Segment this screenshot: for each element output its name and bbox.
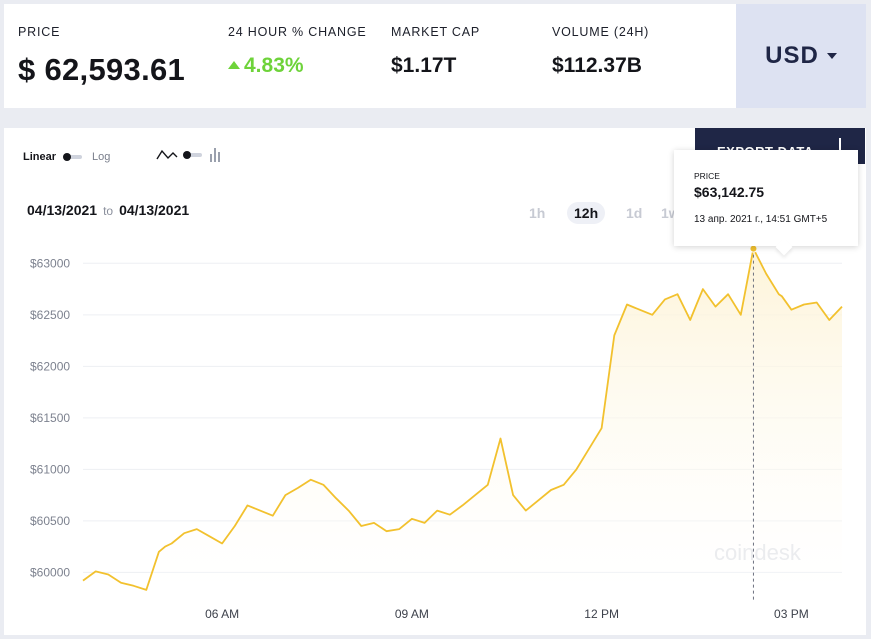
tooltip-label: PRICE bbox=[694, 171, 720, 181]
chart-type-switch-knob bbox=[183, 151, 191, 159]
change-value-wrap: 4.83% bbox=[228, 54, 304, 78]
marketcap-value: $1.17T bbox=[391, 54, 457, 77]
scale-switch[interactable] bbox=[63, 153, 83, 161]
currency-select[interactable]: USD bbox=[736, 4, 866, 108]
y-tick-label: $62500 bbox=[30, 308, 70, 322]
chevron-down-icon bbox=[826, 53, 837, 59]
date-to: 04/13/2021 bbox=[119, 202, 190, 218]
x-tick-label: 03 PM bbox=[774, 607, 809, 621]
chart-type-toggle bbox=[156, 148, 220, 162]
price-number: 62,593.61 bbox=[44, 52, 186, 87]
chart-panel: EXPORT DATA Linear Log 04/13/2021to04/13… bbox=[4, 128, 866, 635]
download-icon bbox=[839, 138, 851, 156]
price-series-line[interactable] bbox=[82, 247, 843, 591]
price-tooltip: PRICE $63,142.75 13 апр. 2021 г., 14:51 … bbox=[674, 150, 858, 246]
scale-toggle: Linear Log bbox=[23, 151, 110, 163]
y-tick-label: $62000 bbox=[30, 359, 70, 373]
candlestick-icon[interactable] bbox=[210, 148, 220, 162]
y-tick-label: $61500 bbox=[30, 411, 70, 425]
change-value: 4.83% bbox=[244, 54, 304, 77]
tooltip-time: 13 апр. 2021 г., 14:51 GMT+5 bbox=[694, 214, 828, 225]
marketcap-label: MARKET CAP bbox=[391, 25, 481, 39]
x-tick-label: 06 AM bbox=[205, 607, 239, 621]
timeframe-1h[interactable]: 1h bbox=[529, 205, 546, 221]
y-tick-label: $63000 bbox=[30, 256, 70, 270]
price-symbol: $ bbox=[18, 52, 36, 87]
date-from: 04/13/2021 bbox=[27, 202, 98, 218]
currency-label: USD bbox=[765, 42, 819, 69]
scale-switch-knob bbox=[63, 153, 72, 161]
y-tick-label: $60500 bbox=[30, 514, 70, 528]
price-value: $ 62,593.61 bbox=[18, 52, 185, 88]
y-tick-label: $61000 bbox=[30, 462, 70, 476]
x-tick-label: 09 AM bbox=[395, 607, 429, 621]
line-chart-icon[interactable] bbox=[156, 148, 178, 162]
timeframe-1d[interactable]: 1d bbox=[626, 205, 643, 221]
scale-log-label[interactable]: Log bbox=[92, 151, 111, 163]
volume-value: $112.37B bbox=[552, 54, 642, 77]
date-range[interactable]: 04/13/2021 to 04/13/2021 bbox=[27, 202, 189, 218]
y-tick-label: $60000 bbox=[30, 565, 70, 579]
timeframe-12h[interactable]: 12h bbox=[567, 202, 606, 224]
hover-point[interactable] bbox=[749, 244, 758, 253]
volume-label: VOLUME (24H) bbox=[552, 25, 650, 39]
price-area-fill bbox=[83, 248, 842, 593]
change-label: 24 HOUR % CHANGE bbox=[228, 25, 367, 39]
price-chart[interactable]: $60000 $60500 $61000 $61500 $62000 $62500 $630… bbox=[4, 128, 866, 635]
up-arrow-icon bbox=[228, 61, 240, 69]
tooltip-price: $63,142.75 bbox=[694, 184, 765, 200]
x-tick-label: 12 PM bbox=[584, 607, 619, 621]
price-label: PRICE bbox=[18, 25, 61, 39]
stats-bar: PRICE $ 62,593.61 24 HOUR % CHANGE 4.83%… bbox=[4, 4, 866, 108]
scale-linear-label[interactable]: Linear bbox=[23, 151, 57, 163]
date-to-word: to bbox=[103, 204, 114, 218]
chart-type-switch[interactable] bbox=[183, 151, 202, 159]
